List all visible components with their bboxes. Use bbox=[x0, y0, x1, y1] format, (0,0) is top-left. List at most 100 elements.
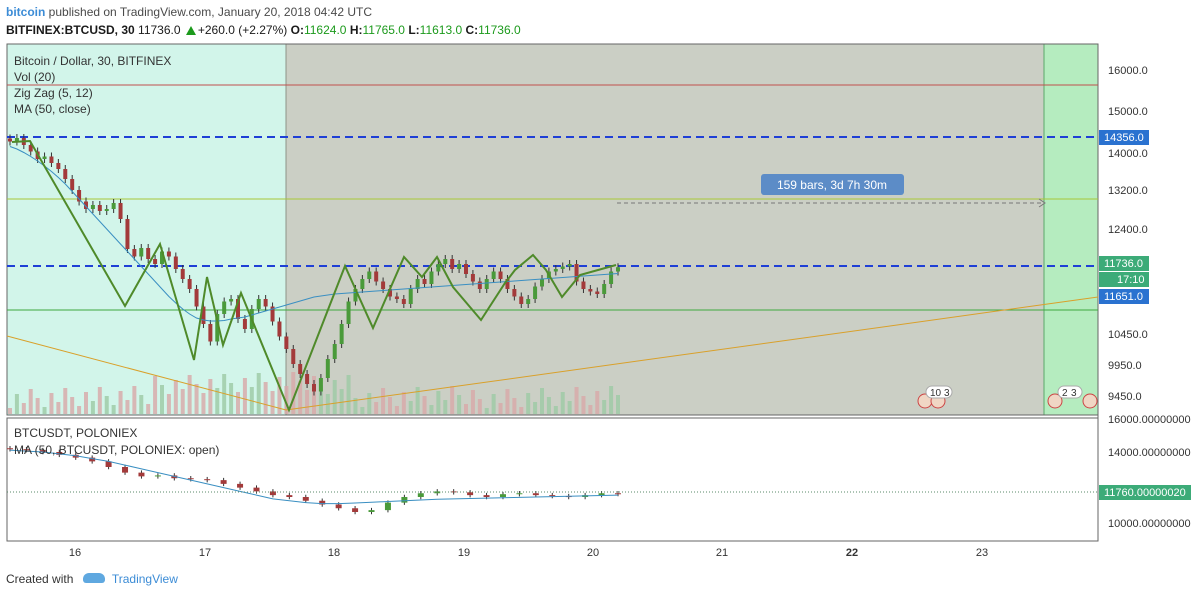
zigzag-line bbox=[11, 139, 617, 413]
candle bbox=[97, 205, 102, 211]
sub-candle bbox=[483, 495, 490, 497]
price-tick: 16000.0 bbox=[1108, 65, 1148, 77]
volume-bar bbox=[512, 398, 517, 414]
event-badge-bg bbox=[1057, 385, 1083, 399]
candle bbox=[422, 279, 427, 284]
descending-trend-line bbox=[6, 335, 287, 411]
sub-candle bbox=[549, 495, 556, 497]
sub-candle bbox=[532, 493, 539, 496]
volume-bar bbox=[470, 390, 475, 414]
sub-candle bbox=[23, 449, 30, 451]
event-flags[interactable]: 10 3 2 3 bbox=[917, 385, 1098, 409]
price-axis[interactable]: 16000.0 15000.0 14000.0 13200.0 12400.0 … bbox=[1108, 65, 1148, 403]
candle bbox=[436, 264, 441, 272]
price-tick: 15000.0 bbox=[1108, 106, 1148, 118]
sub-candle bbox=[286, 495, 293, 497]
volume-bar bbox=[77, 406, 82, 414]
legend-zigzag[interactable]: Zig Zag (5, 12) bbox=[14, 86, 93, 100]
volume-bar bbox=[194, 384, 199, 414]
volume-bar bbox=[298, 381, 303, 414]
price-tick: 12400.0 bbox=[1108, 224, 1148, 236]
sub-candle bbox=[434, 491, 441, 494]
volume-bar bbox=[166, 394, 171, 414]
volume-bar bbox=[284, 386, 289, 414]
price-tick: 13200.0 bbox=[1108, 185, 1148, 197]
horizontal-levels bbox=[7, 84, 1098, 311]
candle bbox=[63, 169, 68, 179]
price-tick: 10450.0 bbox=[1108, 329, 1148, 341]
volume-bar bbox=[187, 375, 192, 414]
volume-bar bbox=[346, 375, 351, 414]
sub-candle bbox=[253, 487, 260, 492]
time-tick: 19 bbox=[458, 547, 470, 559]
volume-bar bbox=[111, 405, 116, 414]
time-axis[interactable]: 16 17 18 19 20 21 22 23 bbox=[69, 547, 988, 559]
volume-bar bbox=[118, 391, 123, 414]
volume-bar bbox=[305, 390, 310, 414]
volume-bar bbox=[540, 388, 544, 414]
sub-legend-ma[interactable]: MA (50, BTCUSDT, POLONIEX: open) bbox=[14, 443, 220, 457]
tradingview-cloud-icon bbox=[82, 573, 105, 583]
candle bbox=[229, 299, 234, 302]
candle bbox=[388, 289, 392, 297]
candle bbox=[56, 163, 61, 169]
volume-bar bbox=[505, 389, 510, 414]
volume-bar bbox=[394, 406, 399, 414]
time-tick: 20 bbox=[587, 547, 599, 559]
event-badge: 3 bbox=[944, 388, 950, 399]
measure-badge bbox=[761, 174, 904, 195]
volume-bar bbox=[153, 376, 158, 414]
legend-ma[interactable]: MA (50, close) bbox=[14, 102, 91, 116]
volume-bar bbox=[97, 387, 102, 414]
flag-icon bbox=[1082, 393, 1098, 409]
volume-bar bbox=[581, 396, 586, 414]
volume-bar bbox=[602, 400, 607, 414]
time-tick: 17 bbox=[199, 547, 211, 559]
candle bbox=[263, 299, 268, 307]
volume-bar bbox=[132, 386, 137, 414]
time-tick: 22 bbox=[846, 547, 858, 559]
candle bbox=[470, 274, 475, 282]
volume-bar bbox=[146, 404, 151, 414]
volume-bar bbox=[533, 402, 538, 414]
sub-candle bbox=[39, 450, 46, 452]
candle bbox=[332, 344, 337, 359]
candle bbox=[360, 279, 365, 289]
badge-last-bg bbox=[1099, 256, 1149, 271]
volume-bar bbox=[498, 403, 503, 414]
sub-candle bbox=[384, 502, 391, 511]
sub-price-axis[interactable]: 16000.00000000 14000.00000000 10000.0000… bbox=[1108, 414, 1191, 530]
price-change: +260.0 (+2.27%) bbox=[197, 23, 288, 37]
volume-bar bbox=[464, 404, 468, 414]
volume-bar bbox=[574, 387, 579, 414]
candle bbox=[201, 306, 206, 324]
candle bbox=[312, 384, 316, 392]
volume-bar bbox=[160, 385, 164, 414]
candle bbox=[484, 279, 489, 289]
tradingview-link[interactable]: TradingView bbox=[111, 572, 178, 586]
candle bbox=[477, 281, 482, 289]
volume-bar bbox=[291, 372, 296, 414]
volume-bar bbox=[139, 395, 144, 414]
volume-bar bbox=[28, 389, 33, 414]
volume-bar bbox=[49, 393, 54, 414]
candle bbox=[215, 314, 220, 342]
legend-volume[interactable]: Vol (20) bbox=[14, 70, 56, 84]
volume-bar bbox=[180, 389, 185, 414]
sub-legend-title[interactable]: BTCUSDT, POLONIEX bbox=[14, 426, 138, 440]
candle bbox=[429, 271, 434, 284]
volume-bar bbox=[360, 407, 365, 414]
legend-title[interactable]: Bitcoin / Dollar, 30, BITFINEX bbox=[14, 54, 172, 68]
candle bbox=[139, 248, 144, 257]
sub-candles bbox=[7, 446, 621, 515]
candle bbox=[408, 289, 413, 304]
low-value: 11613.0 bbox=[419, 23, 463, 37]
sub-candle bbox=[516, 493, 523, 495]
volume-bar bbox=[616, 395, 620, 414]
author-link[interactable]: bitcoin bbox=[6, 5, 46, 19]
sub-candle bbox=[499, 494, 506, 497]
candle bbox=[8, 138, 12, 142]
volume-bar bbox=[484, 408, 489, 414]
volume-bar bbox=[84, 392, 88, 414]
